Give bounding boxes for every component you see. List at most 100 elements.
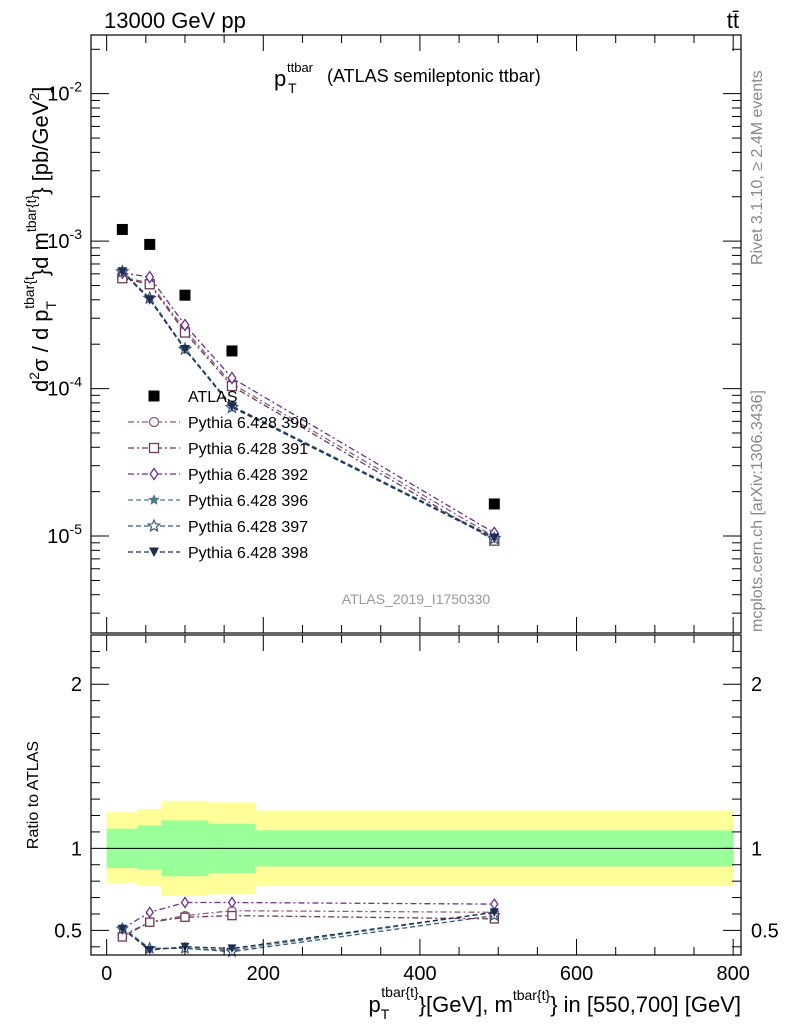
legend-label: Pythia 6.428 398	[188, 545, 308, 562]
legend-marker	[148, 494, 160, 505]
ratio-line-p397	[121, 914, 495, 953]
series-atlas	[116, 223, 500, 510]
series-p398	[117, 267, 500, 543]
legend-marker	[148, 442, 160, 454]
x-tick-label: 600	[560, 963, 593, 985]
main-y-tick-label: 10-4	[47, 374, 82, 401]
legend-item-p396: Pythia 6.428 396	[128, 493, 308, 510]
chart-title-p: p	[274, 66, 286, 91]
ratio-point-p398	[489, 908, 499, 917]
ratio-point-p398	[117, 924, 127, 934]
series-line-p397	[121, 271, 495, 540]
ratio-y-tick-label-right: 0.5	[751, 920, 779, 942]
ratio-series-p390	[117, 905, 500, 941]
ratio-point-p398	[227, 944, 237, 953]
series-line-p392	[122, 272, 495, 534]
chart-title-sup: ttbar	[287, 60, 314, 75]
svg-text:d2σ / d pTtbar{t}d mtbar{t}}: d2σ / d pTtbar{t}d mtbar{t}} [pb/GeV2]	[21, 87, 59, 392]
ratio-series-p397	[115, 908, 501, 958]
main-y-tick-label: 10-5	[47, 521, 82, 548]
rivet-label: Rivet 3.1.10, ≥ 2.4M events	[749, 70, 766, 265]
data-point-p398	[144, 295, 155, 305]
data-point-p392	[227, 371, 237, 385]
ratio-series-p391	[117, 910, 500, 942]
legend-label: Pythia 6.428 396	[188, 493, 308, 510]
ratio-y-tick-label: 1	[71, 838, 82, 860]
ratio-point-p391	[180, 912, 190, 922]
main-y-axis-label: d2σ / d pTtbar{t}d mtbar{t}} [pb/GeV2]	[21, 87, 59, 392]
data-point-atlas	[488, 498, 500, 510]
series-line-p396	[121, 270, 495, 538]
data-point-p392	[180, 318, 190, 332]
legend-marker	[146, 518, 162, 533]
data-point-atlas	[226, 345, 238, 357]
series-p396	[116, 264, 500, 543]
series-line-p391	[122, 277, 495, 542]
ratio-y-tick-label-right: 2	[751, 674, 762, 696]
ratio-series-p392	[118, 896, 499, 935]
legend-marker	[149, 467, 159, 481]
main-x-ticks	[106, 35, 734, 633]
main-y-tick-label: 10-3	[47, 226, 82, 253]
legend-item-p397: Pythia 6.428 397	[128, 518, 308, 536]
ratio-panel: 0.5 0.51 12 2 0 200 400 600 800 Ratio to ATLAS …	[25, 634, 779, 1022]
legend: ATLAS Pythia 6.428 390 Pythia 6.428 391 Pyt…	[128, 389, 308, 562]
legend-item-p392: Pythia 6.428 392	[128, 467, 308, 484]
ratio-y-ticks: 0.5 0.5 1 1 2 2	[54, 650, 779, 948]
series-p391	[117, 273, 500, 546]
legend-item-atlas: ATLAS	[148, 389, 238, 406]
data-point-atlas	[116, 223, 128, 235]
legend-item-p391: Pythia 6.428 391	[128, 441, 308, 458]
data-point-p398	[179, 345, 190, 355]
ratio-data-layer	[115, 896, 501, 958]
data-point-p392	[145, 270, 155, 284]
x-axis-label: pTtbar{t}}[GeV], mtbar{t}} in [550,700] …	[368, 984, 741, 1022]
process-label: tt̄	[727, 8, 739, 33]
x-tick-label: 400	[403, 963, 436, 985]
main-y-ticks: 10-5 10-4 10-3 10-2	[47, 48, 741, 614]
legend-label: Pythia 6.428 392	[188, 467, 308, 484]
main-frame	[90, 34, 742, 634]
series-line-p398	[121, 271, 495, 539]
x-tick-label: 800	[716, 963, 749, 985]
ratio-point-p392	[145, 906, 154, 919]
series-p392	[117, 266, 499, 540]
legend-label: Pythia 6.428 390	[188, 415, 308, 432]
ratio-frame	[90, 634, 742, 956]
legend-marker	[148, 416, 160, 428]
legend-item-p398: Pythia 6.428 398	[128, 545, 308, 562]
data-point-atlas	[144, 238, 156, 250]
ratio-point-p391	[145, 917, 155, 927]
data-point-p398	[117, 267, 128, 277]
ratio-y-axis-label: Ratio to ATLAS	[25, 741, 42, 849]
ratio-point-p398	[145, 946, 155, 955]
band-inner-segment	[137, 825, 162, 870]
ratio-y-tick-label-right: 1	[751, 838, 762, 860]
chart-title-rest: (ATLAS semileptonic ttbar)	[327, 66, 541, 86]
series-p390	[117, 271, 500, 542]
ratio-point-p391	[227, 910, 237, 921]
main-panel: 10-5 10-4 10-3 10-2 p T ttbar (ATLAS semile…	[21, 34, 742, 634]
main-data-layer	[115, 223, 502, 546]
data-point-p398	[226, 402, 237, 412]
legend-item-p390: Pythia 6.428 390	[128, 415, 308, 432]
energy-label: 13000 GeV pp	[104, 8, 246, 33]
ratio-point-p392	[180, 896, 190, 909]
ratio-series-p398	[117, 908, 499, 955]
main-y-tick-label: 10-2	[47, 79, 82, 106]
x-tick-label: 200	[247, 963, 280, 985]
chart-title-sub: T	[288, 80, 297, 96]
data-point-p398	[489, 533, 500, 543]
legend-label: Pythia 6.428 391	[188, 441, 308, 458]
legend-label: ATLAS	[188, 389, 238, 406]
ratio-uncertainty-band	[106, 800, 734, 896]
legend-marker	[148, 390, 160, 402]
mcplots-label: mcplots.cern.ch [arXiv:1306.3436]	[749, 390, 766, 632]
data-point-atlas	[179, 289, 191, 301]
ratio-line-p391	[121, 914, 495, 938]
ratio-line-p392	[121, 901, 495, 930]
legend-marker	[149, 547, 159, 557]
ratio-x-ticks: 0 200 400 600 800	[101, 635, 750, 985]
ratio-y-tick-label: 2	[71, 674, 82, 696]
